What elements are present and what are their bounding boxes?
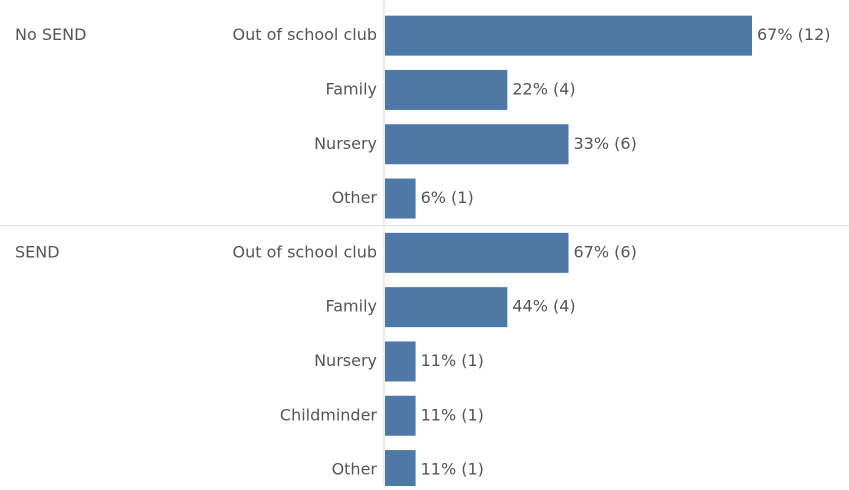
value-label: 11% (1): [421, 351, 484, 370]
value-label: 11% (1): [421, 405, 484, 424]
value-label: 6% (1): [421, 188, 474, 207]
bar: [385, 341, 416, 382]
category-label: Other: [332, 188, 378, 207]
bar: [385, 232, 569, 273]
bar: [385, 395, 416, 436]
bar: [385, 450, 416, 490]
value-label: 67% (12): [757, 25, 831, 44]
group-label: SEND: [15, 242, 60, 261]
category-label: Out of school club: [232, 25, 377, 44]
group-label: No SEND: [15, 25, 86, 44]
category-label: Other: [332, 460, 378, 479]
category-label: Family: [326, 297, 377, 316]
bar: [385, 15, 752, 56]
bar: [385, 69, 508, 110]
category-label: Nursery: [314, 134, 377, 153]
value-label: 67% (6): [574, 242, 637, 261]
value-label: 11% (1): [421, 460, 484, 479]
category-label: Childminder: [280, 405, 378, 424]
value-label: 44% (4): [512, 297, 575, 316]
value-label: 22% (4): [512, 79, 575, 98]
bar: [385, 178, 416, 219]
category-label: Out of school club: [232, 242, 377, 261]
bar: [385, 124, 569, 165]
bar: [385, 287, 508, 328]
category-label: Nursery: [314, 351, 377, 370]
value-label: 33% (6): [574, 134, 637, 153]
category-label: Family: [326, 79, 377, 98]
